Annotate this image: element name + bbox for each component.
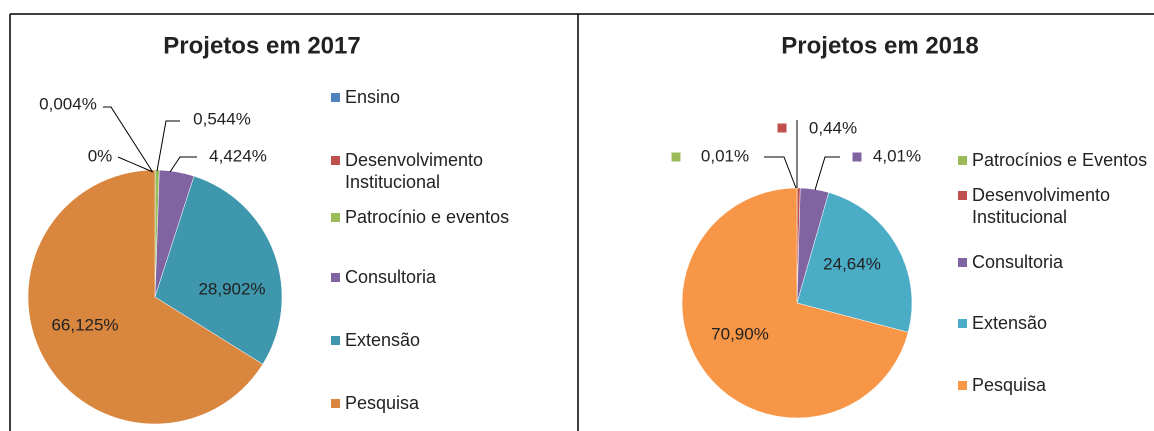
pie-slice [681, 187, 909, 419]
data-label: 70,90% [711, 324, 769, 343]
legend-label: Consultoria [345, 267, 437, 287]
legend-swatch [958, 190, 967, 200]
leader-line [103, 106, 153, 172]
pie-slice [154, 175, 283, 365]
chart-title: Projetos em 2018 [781, 32, 978, 59]
leader-line [814, 156, 840, 191]
legend-swatch [958, 155, 967, 165]
data-label: 4,01% [873, 146, 921, 165]
legend-swatch [331, 335, 340, 345]
leader-line [156, 120, 180, 172]
data-label: 24,64% [823, 254, 881, 273]
legend-label: Pesquisa [972, 375, 1047, 395]
legend-label: Consultoria [972, 252, 1064, 272]
legend-label: Desenvolvimento Institucional [972, 185, 1111, 227]
legend-label: Desenvolvimento Institucional [345, 150, 484, 192]
legend-swatch [331, 92, 340, 102]
label-marker [671, 152, 681, 162]
chart-title: Projetos em 2017 [163, 32, 360, 59]
legend-swatch [331, 398, 340, 408]
pie-slice [796, 192, 913, 333]
leader-line [764, 156, 797, 189]
data-label: 66,125% [51, 315, 118, 334]
legend-label: Extensão [972, 313, 1048, 333]
data-label: 4,424% [209, 146, 267, 165]
leader-line [169, 156, 197, 173]
legend-swatch [958, 257, 967, 267]
data-label: 28,902% [198, 279, 265, 298]
legend-label: Patrocínios e Eventos [972, 150, 1148, 170]
data-label: 0,544% [193, 109, 251, 128]
legend-label: Patrocínio e eventos [345, 207, 510, 227]
legend-swatch [331, 155, 340, 165]
data-label: 0,01% [701, 146, 749, 165]
legend-swatch [331, 272, 340, 282]
leader-line [117, 156, 154, 173]
label-marker [777, 123, 787, 133]
legend-label: Extensão [345, 330, 421, 350]
data-label: 0,004% [39, 94, 97, 113]
data-label: 0% [88, 146, 113, 165]
legend-swatch [958, 318, 967, 328]
legend-swatch [331, 212, 340, 222]
pie-slice [27, 169, 264, 425]
label-marker [852, 152, 862, 162]
legend-label: Pesquisa [345, 393, 420, 413]
legend-swatch [958, 380, 967, 390]
data-label: 0,44% [809, 118, 857, 137]
legend-label: Ensino [345, 87, 401, 107]
